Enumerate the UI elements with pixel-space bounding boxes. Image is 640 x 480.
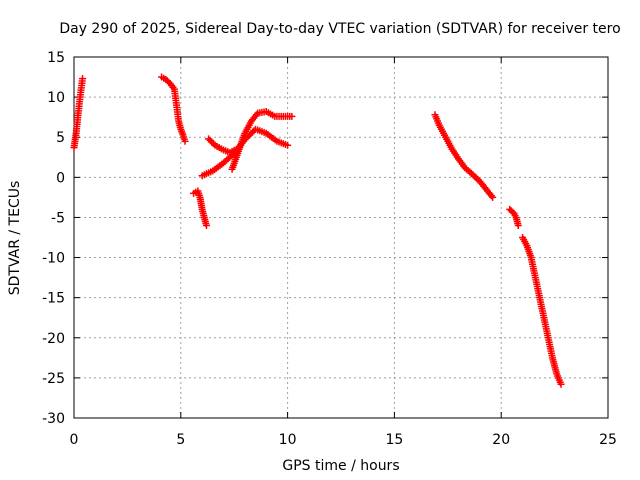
y-tick-label: -10 [42, 251, 65, 267]
data-marks [70, 73, 565, 388]
data-point [514, 221, 522, 229]
axis-ticks [73, 56, 609, 419]
y-tick-label: -25 [42, 371, 65, 387]
x-tick-label: 20 [492, 432, 510, 448]
data-point [489, 193, 497, 201]
data-point [288, 112, 296, 120]
x-tick-label: 0 [70, 432, 79, 448]
y-tick-label: 5 [56, 130, 65, 146]
y-tick-label: 0 [56, 170, 65, 186]
y-tick-label: 15 [47, 50, 65, 66]
y-tick-label: -15 [42, 291, 65, 307]
y-tick-label: -30 [42, 411, 65, 427]
chart-title: Day 290 of 2025, Sidereal Day-to-day VTE… [59, 21, 620, 37]
x-tick-label: 5 [176, 432, 185, 448]
y-axis-label: SDTVAR / TECUs [7, 181, 23, 296]
data-point [202, 221, 210, 229]
data-point [557, 380, 565, 388]
x-tick-label: 15 [385, 432, 403, 448]
data-point [79, 75, 87, 83]
y-tick-label: -20 [42, 331, 65, 347]
x-tick-label: 25 [599, 432, 617, 448]
plot-frame [73, 56, 609, 419]
data-point [181, 137, 189, 145]
tick-labels: 0 5 10 15 20 25 -30 -25 -20 -15 -10 -5 0 5 10 15 [42, 50, 617, 448]
y-tick-label: 10 [47, 90, 65, 106]
x-tick-label: 10 [279, 432, 297, 448]
y-tick-label: -5 [51, 210, 65, 226]
data-point [284, 141, 292, 149]
grid [74, 57, 608, 418]
x-axis-label: GPS time / hours [282, 458, 399, 474]
